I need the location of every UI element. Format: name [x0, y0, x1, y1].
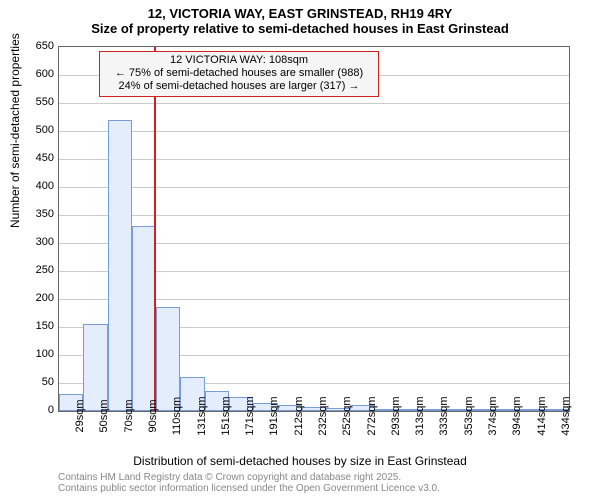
- y-tick-label: 300: [14, 236, 54, 248]
- x-tick-label: 110sqm: [171, 397, 183, 435]
- footer-line-1: Contains HM Land Registry data © Crown c…: [58, 472, 440, 483]
- grid-line: [59, 187, 569, 188]
- grid-line: [59, 215, 569, 216]
- title-line-2: Size of property relative to semi-detach…: [0, 21, 600, 36]
- y-tick-label: 200: [14, 292, 54, 304]
- histogram-bar: [156, 307, 180, 411]
- y-tick-label: 500: [14, 124, 54, 136]
- x-tick-label: 293sqm: [390, 396, 402, 435]
- x-tick-label: 171sqm: [244, 396, 256, 435]
- footer-line-2: Contains public sector information licen…: [58, 483, 440, 494]
- y-tick-label: 350: [14, 208, 54, 220]
- x-tick-label: 29sqm: [74, 399, 86, 432]
- annotation-box: 12 VICTORIA WAY: 108sqm ← 75% of semi-de…: [99, 51, 379, 97]
- x-tick-label: 272sqm: [366, 396, 378, 435]
- histogram-bar: [83, 324, 107, 411]
- marker-line: [154, 47, 156, 411]
- y-tick-label: 150: [14, 320, 54, 332]
- x-tick-label: 313sqm: [414, 396, 426, 435]
- y-tick-label: 100: [14, 348, 54, 360]
- x-tick-label: 50sqm: [98, 399, 110, 432]
- histogram-bar: [132, 226, 156, 411]
- grid-line: [59, 159, 569, 160]
- x-tick-label: 151sqm: [220, 396, 232, 435]
- x-tick-label: 191sqm: [268, 396, 280, 435]
- y-tick-label: 550: [14, 96, 54, 108]
- histogram-bar: [108, 120, 132, 411]
- x-tick-label: 374sqm: [487, 396, 499, 435]
- x-tick-label: 232sqm: [317, 396, 329, 435]
- x-tick-label: 70sqm: [123, 399, 135, 432]
- x-tick-label: 252sqm: [341, 396, 353, 435]
- x-tick-label: 90sqm: [147, 399, 159, 432]
- x-tick-label: 414sqm: [536, 396, 548, 435]
- x-tick-label: 333sqm: [438, 396, 450, 435]
- chart-title-block: 12, VICTORIA WAY, EAST GRINSTEAD, RH19 4…: [0, 0, 600, 36]
- y-tick-label: 450: [14, 152, 54, 164]
- x-tick-label: 434sqm: [560, 396, 572, 435]
- annotation-line-3: 24% of semi-detached houses are larger (…: [104, 80, 374, 93]
- x-tick-label: 353sqm: [463, 396, 475, 435]
- x-axis-label: Distribution of semi-detached houses by …: [0, 454, 600, 468]
- title-line-1: 12, VICTORIA WAY, EAST GRINSTEAD, RH19 4…: [0, 6, 600, 21]
- y-tick-label: 650: [14, 40, 54, 52]
- x-tick-label: 131sqm: [196, 396, 208, 435]
- annotation-line-1: 12 VICTORIA WAY: 108sqm: [104, 54, 374, 67]
- grid-line: [59, 103, 569, 104]
- grid-line: [59, 131, 569, 132]
- x-tick-label: 212sqm: [293, 396, 305, 435]
- y-tick-label: 250: [14, 264, 54, 276]
- x-tick-label: 394sqm: [511, 396, 523, 435]
- footer-attribution: Contains HM Land Registry data © Crown c…: [58, 472, 440, 494]
- y-tick-label: 400: [14, 180, 54, 192]
- y-tick-label: 600: [14, 68, 54, 80]
- annotation-line-2: ← 75% of semi-detached houses are smalle…: [104, 67, 374, 80]
- y-tick-label: 0: [14, 404, 54, 416]
- chart-plot-area: 12 VICTORIA WAY: 108sqm ← 75% of semi-de…: [58, 46, 570, 412]
- y-tick-label: 50: [14, 376, 54, 388]
